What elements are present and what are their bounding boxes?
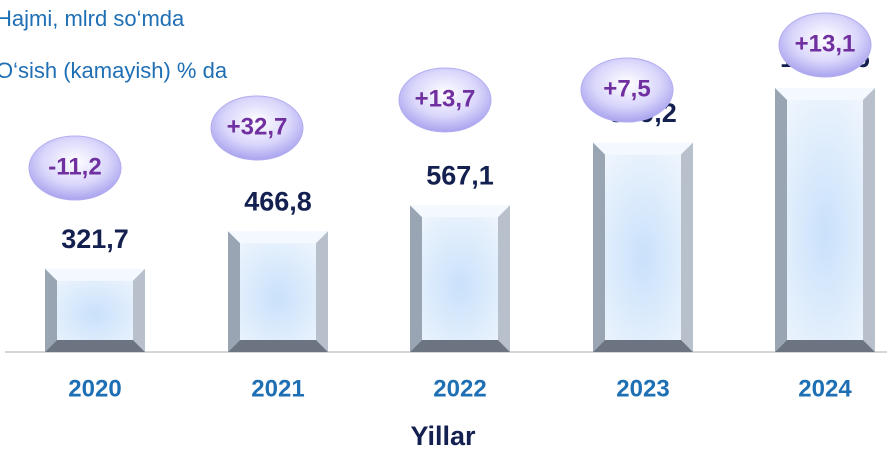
bar-bevel	[228, 231, 240, 352]
bar-bevel	[593, 142, 605, 352]
value-label: 466,8	[244, 186, 312, 216]
value-label: 567,1	[426, 160, 494, 190]
bar-bevel	[498, 205, 510, 352]
x-tick-label: 2023	[616, 375, 669, 402]
bar-bevel	[45, 268, 57, 352]
bar	[45, 268, 145, 352]
x-tick-label: 2021	[251, 375, 304, 402]
bar-bevel	[316, 231, 328, 352]
bar-bevel	[410, 205, 510, 218]
bar-bevel	[45, 268, 145, 352]
bar	[775, 88, 875, 352]
growth-label: +13,7	[415, 85, 476, 112]
bar-bevel	[228, 231, 328, 244]
bar-bevel	[775, 88, 875, 352]
bar-bevel	[228, 231, 328, 352]
bar-bevel	[228, 340, 328, 352]
growth-oval	[28, 135, 122, 201]
bar-bevel	[593, 340, 693, 352]
bar	[593, 142, 693, 352]
bar-bevel	[863, 88, 875, 352]
bar	[410, 205, 510, 352]
growth-label: +32,7	[227, 113, 288, 140]
bar-bevel	[133, 268, 145, 352]
bar-bevel	[775, 88, 787, 352]
bar	[228, 231, 328, 352]
legend-entry: Hajmi, mlrd so‘mda	[0, 6, 185, 31]
bar-bevel	[775, 88, 875, 100]
bar-bevel	[593, 142, 693, 352]
growth-label: +13,1	[795, 30, 856, 57]
bar-bevel	[45, 340, 145, 352]
growth-oval	[398, 67, 492, 133]
legend-entry: O‘sish (kamayish) % da	[0, 58, 228, 83]
bar-bevel	[593, 142, 693, 155]
growth-oval	[580, 57, 674, 123]
bar-bevel	[410, 205, 422, 352]
x-tick-label: 2022	[433, 375, 486, 402]
x-tick-label: 2020	[68, 375, 121, 402]
x-axis-label: Yillar	[410, 421, 476, 451]
bar-bevel	[410, 205, 510, 352]
value-label: 321,7	[61, 224, 129, 254]
growth-label: -11,2	[48, 153, 101, 180]
growth-label: +7,5	[603, 75, 650, 102]
bar-bevel	[45, 268, 145, 281]
growth-oval	[778, 12, 872, 78]
bar-bevel	[410, 340, 510, 352]
bar-bevel	[681, 142, 693, 352]
x-tick-label: 2024	[798, 375, 852, 402]
growth-oval	[210, 95, 304, 161]
bar-bevel	[775, 340, 875, 352]
